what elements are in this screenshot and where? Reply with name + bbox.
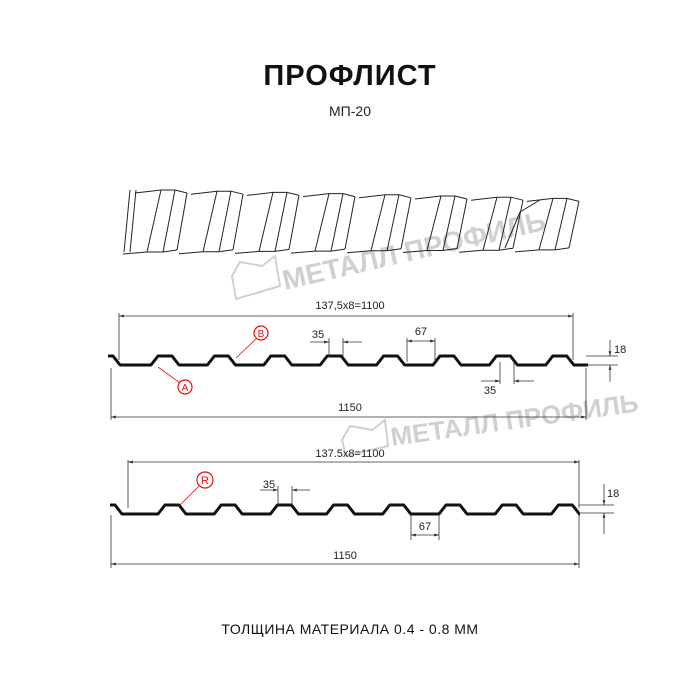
- rib-base-label-2: 67: [419, 521, 431, 533]
- sheet-rib: [504, 199, 541, 249]
- sheet-rib: [190, 190, 244, 195]
- sheet-rib: [290, 248, 346, 254]
- sheet-rib: [414, 195, 468, 200]
- sheet-rib: [514, 247, 570, 253]
- height-label-1: 18: [614, 344, 626, 356]
- pitch-label-2: 137.5x8=1100: [315, 448, 384, 460]
- sheet-rib: [370, 194, 412, 251]
- watermark-lower: МЕТАЛЛ ПРОФИЛЬ: [340, 387, 641, 458]
- marker-b-label: B: [258, 329, 265, 340]
- rib-top-label-2: 35: [263, 479, 275, 491]
- sheet-rib: [258, 192, 300, 252]
- sheet-rib: [146, 189, 188, 253]
- pitch-label-1: 137,5x8=1100: [315, 300, 384, 312]
- profile-1-outline: [108, 354, 588, 367]
- material-thickness-note: ТОЛЩИНА МАТЕРИАЛА 0.4 - 0.8 ММ: [221, 621, 479, 637]
- marker-r: R: [179, 471, 214, 506]
- watermark-text-lower: МЕТАЛЛ ПРОФИЛЬ: [389, 387, 641, 451]
- rib-base-label-1: 67: [415, 326, 427, 338]
- page-title: ПРОФЛИСТ: [263, 60, 437, 92]
- sheet-rib: [538, 198, 580, 251]
- sheet-rib: [426, 195, 468, 251]
- marker-a: A: [157, 366, 193, 395]
- marker-b: B: [235, 325, 269, 359]
- sheet-rib: [134, 189, 188, 194]
- watermark-text-upper: МЕТАЛЛ ПРОФИЛЬ: [279, 205, 548, 296]
- sheet-rib: [314, 193, 356, 252]
- sheet-rib: [458, 247, 514, 253]
- marker-a-label: A: [182, 383, 189, 394]
- sheet-rib: [482, 197, 524, 251]
- profile-2: 137.5x8=1100 1150 35 67 18 R: [110, 448, 619, 568]
- sheet-rib: [402, 248, 458, 253]
- width-label-1: 1150: [338, 402, 362, 414]
- sheet-rib: [122, 249, 178, 255]
- product-model: МП-20: [329, 103, 371, 119]
- profile-1: 137,5x8=1100 1150 35 67 35 18 A B: [108, 300, 626, 420]
- sheet-rib: [358, 194, 412, 199]
- watermark-upper: МЕТАЛЛ ПРОФИЛЬ: [230, 205, 548, 301]
- height-label-2: 18: [607, 488, 619, 500]
- sheet-rib: [526, 197, 580, 202]
- sheet-rib: [470, 196, 524, 201]
- profile-2-outline: [110, 503, 581, 516]
- marker-r-label: R: [201, 475, 209, 487]
- sheet-rib: [234, 248, 290, 254]
- sheet-rib: [346, 248, 402, 254]
- sheet-rib: [246, 191, 300, 196]
- sheet-rib: [123, 189, 137, 253]
- sheet-rib: [202, 191, 244, 252]
- width-label-2: 1150: [333, 550, 357, 562]
- sheet-rib: [178, 249, 234, 255]
- rib-top-label-1: 35: [312, 329, 324, 341]
- sheet-rib: [302, 193, 356, 198]
- rib-bottom-label-1: 35: [484, 385, 496, 397]
- sheet-3d-illustration: [122, 189, 580, 255]
